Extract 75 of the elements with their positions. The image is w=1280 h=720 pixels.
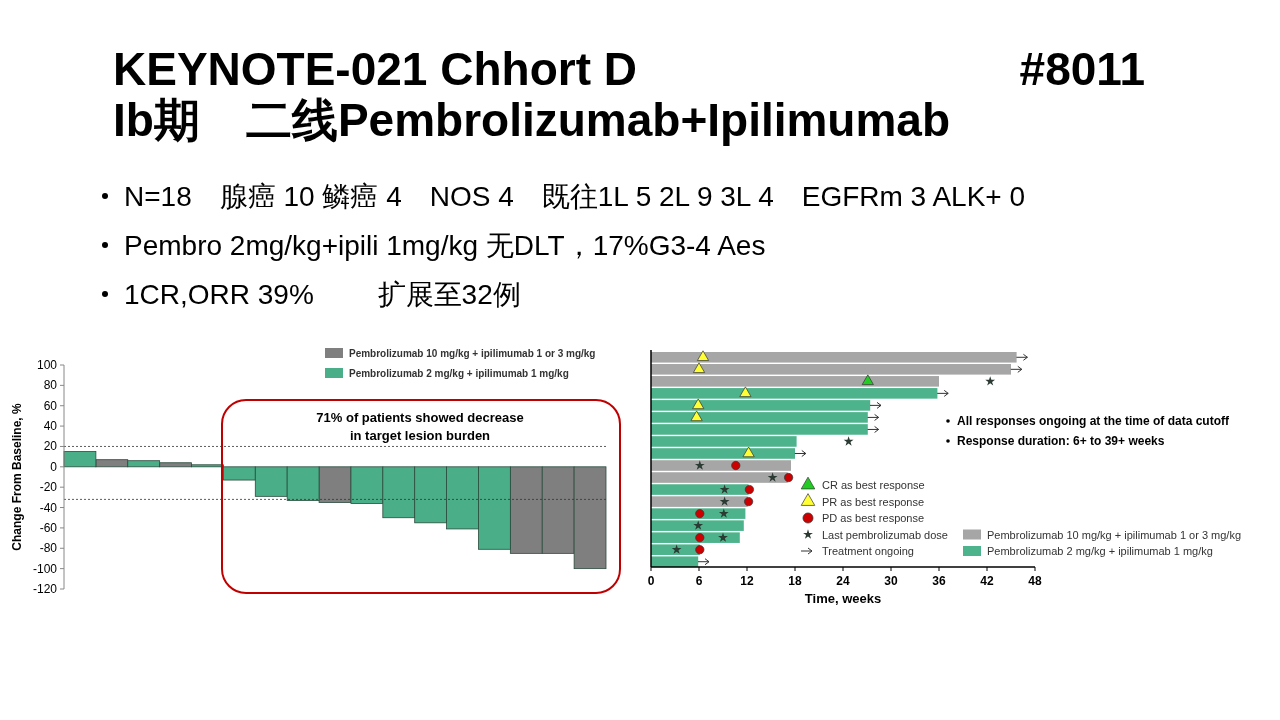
point — [843, 436, 854, 446]
x-tick-label: 12 — [740, 574, 754, 588]
annotation: All responses ongoing at the time of data cutoff — [957, 414, 1231, 428]
legend-label: Last pembrolizumab dose — [822, 528, 948, 541]
y-tick-label: -80 — [39, 541, 58, 556]
legend-label: Pembrolizumab 10 mg/kg + ipilimumab 1 or 3 mg/kg — [987, 528, 1242, 541]
legend-label: Pembrolizumab 10 mg/kg + ipilimumab 1 or 3 mg/kg — [349, 348, 596, 359]
y-tick-label: -100 — [32, 561, 58, 576]
point — [767, 472, 778, 482]
y-tick-label: -120 — [32, 582, 58, 596]
point — [718, 532, 728, 542]
y-tick-label: 40 — [43, 419, 58, 434]
legend-label: CR as best response — [822, 479, 925, 491]
text: Ib期 二线Pembrolizumab+Ipilimumab — [113, 94, 951, 146]
y-tick-label: -60 — [39, 520, 58, 535]
y-tick-label: 80 — [43, 378, 58, 393]
point — [784, 473, 794, 483]
point — [985, 376, 996, 386]
point — [874, 425, 880, 433]
x-tick-label: 24 — [836, 574, 850, 588]
bar — [651, 484, 749, 495]
y-tick-label: 60 — [43, 398, 58, 413]
x-tick-label: 30 — [884, 574, 898, 588]
y-tick-label: 20 — [43, 439, 58, 454]
point — [744, 485, 754, 495]
point — [742, 446, 755, 458]
point — [861, 374, 874, 385]
point — [719, 496, 730, 506]
text: KEYNOTE-021 Chhort D — [113, 43, 637, 95]
point — [694, 460, 705, 470]
point — [695, 545, 705, 555]
point — [876, 401, 882, 409]
y-tick-label: 100 — [36, 358, 58, 372]
x-tick-label: 42 — [980, 574, 994, 588]
x-axis-title: Time, weeks — [804, 591, 882, 606]
text: N=18 腺癌 10 鳞癌 4 NOS 4 既往1L 5 2L 9 3L 4 EGFRm 3 ALK+ 0 — [124, 181, 1026, 212]
y-tick-label: 0 — [50, 459, 58, 474]
text: 1CR,ORR 39% 扩展至32例 — [124, 279, 521, 310]
x-tick-label: 0 — [647, 574, 655, 588]
point — [719, 484, 730, 494]
annotation: Response duration: 6+ to 39+ weeks — [957, 434, 1165, 448]
bar — [651, 496, 748, 507]
point — [1022, 353, 1028, 361]
point — [692, 398, 705, 409]
x-tick-label: 6 — [695, 574, 703, 588]
legend-label: Pembrolizumab 2 mg/kg + ipilimumab 1 mg/kg — [349, 368, 569, 379]
point — [693, 362, 705, 373]
point — [695, 509, 705, 519]
point — [690, 410, 703, 422]
point — [739, 386, 752, 397]
point — [1017, 365, 1023, 373]
legend-label: Treatment ongoing — [822, 545, 914, 557]
text: #8011 — [1019, 43, 1145, 95]
legend-label: PD as best response — [822, 512, 925, 524]
legend-label: Pembrolizumab 2 mg/kg + ipilimumab 1 mg/kg — [987, 545, 1213, 557]
point — [801, 449, 807, 457]
x-tick-label: 36 — [932, 574, 946, 588]
point — [943, 389, 949, 397]
text: Pembro 2mg/kg+ipili 1mg/kg 无DLT，17%G3-4 Aes — [124, 230, 766, 261]
y-tick-label: -20 — [39, 480, 58, 495]
legend-label: PR as best response — [822, 495, 925, 508]
x-tick-label: 48 — [1028, 574, 1042, 588]
point — [744, 497, 754, 507]
y-tick-label: -40 — [39, 500, 58, 515]
point — [704, 558, 710, 566]
annotation: 71% of patients showed decrease in target lesion burden — [316, 410, 524, 443]
point — [695, 533, 705, 543]
y-axis-title: Change From Baseline, % — [10, 402, 24, 551]
point — [731, 460, 741, 471]
point — [718, 508, 729, 518]
point — [671, 544, 682, 554]
point — [874, 413, 880, 421]
x-tick-label: 18 — [788, 574, 802, 588]
point — [697, 350, 709, 361]
point — [693, 520, 704, 530]
